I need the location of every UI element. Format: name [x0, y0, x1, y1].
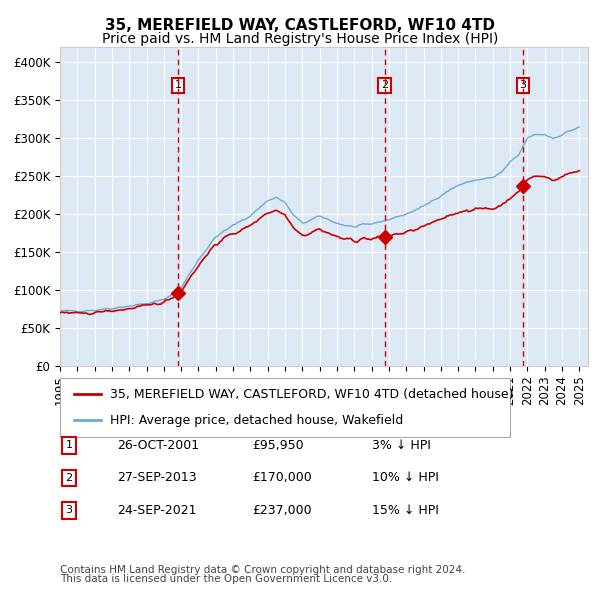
Text: £170,000: £170,000	[252, 471, 312, 484]
Text: 10% ↓ HPI: 10% ↓ HPI	[372, 471, 439, 484]
Text: 15% ↓ HPI: 15% ↓ HPI	[372, 504, 439, 517]
Text: 27-SEP-2013: 27-SEP-2013	[117, 471, 197, 484]
Text: 1: 1	[175, 80, 182, 90]
Text: 35, MEREFIELD WAY, CASTLEFORD, WF10 4TD: 35, MEREFIELD WAY, CASTLEFORD, WF10 4TD	[105, 18, 495, 32]
Text: This data is licensed under the Open Government Licence v3.0.: This data is licensed under the Open Gov…	[60, 574, 392, 584]
Text: 3: 3	[520, 80, 527, 90]
Text: HPI: Average price, detached house, Wakefield: HPI: Average price, detached house, Wake…	[110, 414, 403, 427]
Text: £237,000: £237,000	[252, 504, 311, 517]
Text: 26-OCT-2001: 26-OCT-2001	[117, 439, 199, 452]
Text: 35, MEREFIELD WAY, CASTLEFORD, WF10 4TD (detached house): 35, MEREFIELD WAY, CASTLEFORD, WF10 4TD …	[110, 388, 513, 401]
Text: 2: 2	[381, 80, 388, 90]
Text: Contains HM Land Registry data © Crown copyright and database right 2024.: Contains HM Land Registry data © Crown c…	[60, 565, 466, 575]
Text: 2: 2	[65, 473, 73, 483]
Text: 1: 1	[65, 441, 73, 450]
Text: Price paid vs. HM Land Registry's House Price Index (HPI): Price paid vs. HM Land Registry's House …	[102, 32, 498, 47]
Text: 24-SEP-2021: 24-SEP-2021	[117, 504, 197, 517]
Text: 3% ↓ HPI: 3% ↓ HPI	[372, 439, 431, 452]
Text: £95,950: £95,950	[252, 439, 304, 452]
Text: 3: 3	[65, 506, 73, 515]
